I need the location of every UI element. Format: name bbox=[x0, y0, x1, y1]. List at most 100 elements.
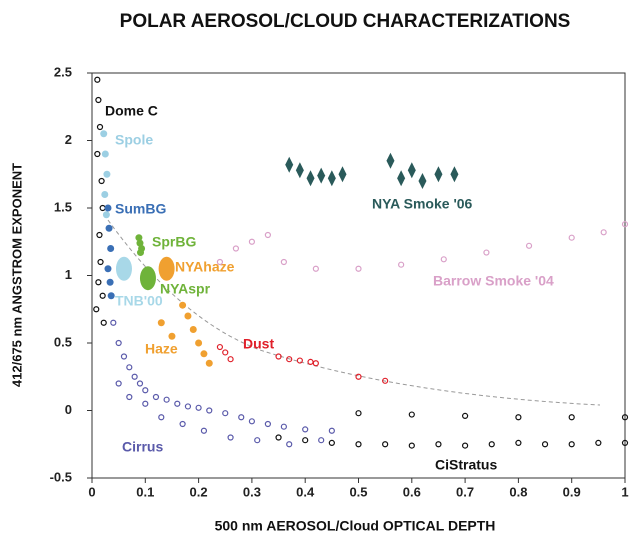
point bbox=[94, 76, 101, 83]
point bbox=[355, 410, 362, 417]
y-tick-label: 0 bbox=[65, 402, 72, 417]
point bbox=[104, 265, 112, 273]
x-tick-label: 0 bbox=[88, 484, 95, 499]
point bbox=[227, 356, 234, 363]
chart-title: POLAR AEROSOL/CLOUD CHARACTERIZATIONS bbox=[120, 11, 571, 32]
point bbox=[115, 380, 122, 387]
point bbox=[107, 292, 115, 300]
point bbox=[195, 339, 203, 347]
point bbox=[222, 349, 229, 356]
point bbox=[152, 393, 160, 401]
point bbox=[302, 437, 309, 444]
y-tick-label: 0.5 bbox=[54, 334, 72, 349]
point bbox=[137, 249, 145, 257]
point bbox=[100, 130, 108, 138]
point bbox=[302, 426, 309, 433]
point bbox=[434, 166, 443, 183]
point bbox=[296, 357, 303, 364]
point bbox=[179, 301, 187, 309]
point bbox=[355, 441, 362, 448]
point bbox=[232, 245, 240, 252]
x-tick-label: 0.3 bbox=[243, 484, 261, 499]
point bbox=[312, 265, 319, 272]
point bbox=[307, 358, 314, 365]
point bbox=[462, 412, 469, 419]
point bbox=[100, 319, 107, 326]
point bbox=[103, 170, 111, 178]
point bbox=[312, 360, 319, 367]
point bbox=[450, 166, 459, 183]
x-tick-label: 0.1 bbox=[136, 484, 154, 499]
point bbox=[286, 441, 293, 448]
point bbox=[101, 150, 109, 158]
point bbox=[280, 258, 287, 266]
point bbox=[338, 166, 347, 183]
point bbox=[101, 191, 109, 198]
point bbox=[115, 256, 132, 281]
point bbox=[115, 339, 122, 347]
point bbox=[525, 242, 533, 249]
series-label: Spole bbox=[115, 132, 153, 148]
point bbox=[238, 414, 245, 421]
point bbox=[95, 96, 102, 104]
point bbox=[94, 150, 101, 158]
point bbox=[382, 441, 389, 448]
point bbox=[397, 170, 406, 187]
y-tick-label: 1 bbox=[65, 267, 72, 282]
point bbox=[355, 265, 362, 272]
point bbox=[568, 234, 575, 241]
point bbox=[142, 387, 149, 394]
point bbox=[280, 423, 287, 430]
y-axis-label: 412/675 nm ANGSTROM EXPONENT bbox=[9, 163, 24, 387]
point bbox=[216, 343, 224, 351]
point bbox=[120, 353, 128, 360]
point bbox=[96, 231, 103, 239]
point bbox=[131, 373, 138, 380]
x-tick-label: 0.7 bbox=[456, 484, 474, 499]
point bbox=[408, 411, 415, 418]
x-tick-label: 1 bbox=[621, 484, 628, 499]
point bbox=[488, 441, 495, 448]
point bbox=[462, 442, 469, 449]
series-label: Dome C bbox=[105, 103, 158, 119]
point bbox=[317, 167, 326, 184]
point bbox=[157, 319, 165, 327]
point bbox=[227, 434, 234, 441]
point bbox=[99, 204, 106, 212]
point bbox=[600, 229, 607, 236]
point bbox=[205, 359, 213, 367]
point bbox=[200, 427, 208, 434]
point bbox=[106, 278, 114, 286]
point bbox=[541, 441, 549, 448]
point bbox=[139, 266, 156, 291]
point bbox=[136, 239, 144, 247]
point bbox=[285, 156, 294, 173]
point bbox=[184, 312, 192, 320]
point bbox=[102, 211, 110, 219]
point bbox=[189, 326, 197, 333]
y-tick-label: 2 bbox=[65, 132, 72, 147]
point bbox=[195, 404, 202, 411]
x-tick-label: 0.5 bbox=[349, 484, 367, 499]
point bbox=[142, 400, 149, 407]
point bbox=[126, 364, 133, 371]
series-label: SumBG bbox=[115, 201, 166, 217]
point bbox=[248, 418, 255, 425]
series-label: NYAspr bbox=[160, 281, 211, 297]
series-label: CiStratus bbox=[435, 457, 497, 473]
point bbox=[435, 441, 442, 448]
point bbox=[328, 439, 335, 446]
series-label: SprBG bbox=[152, 234, 196, 250]
series-label: NYA Smoke '06 bbox=[372, 196, 473, 212]
point bbox=[515, 439, 522, 446]
point bbox=[275, 353, 282, 360]
point bbox=[418, 173, 427, 189]
point bbox=[515, 414, 522, 421]
point bbox=[328, 427, 335, 434]
series-label: Barrow Smoke '04 bbox=[433, 273, 554, 289]
point bbox=[621, 414, 629, 421]
point bbox=[95, 279, 102, 286]
point bbox=[275, 434, 282, 441]
point bbox=[286, 356, 293, 363]
point bbox=[248, 238, 255, 245]
